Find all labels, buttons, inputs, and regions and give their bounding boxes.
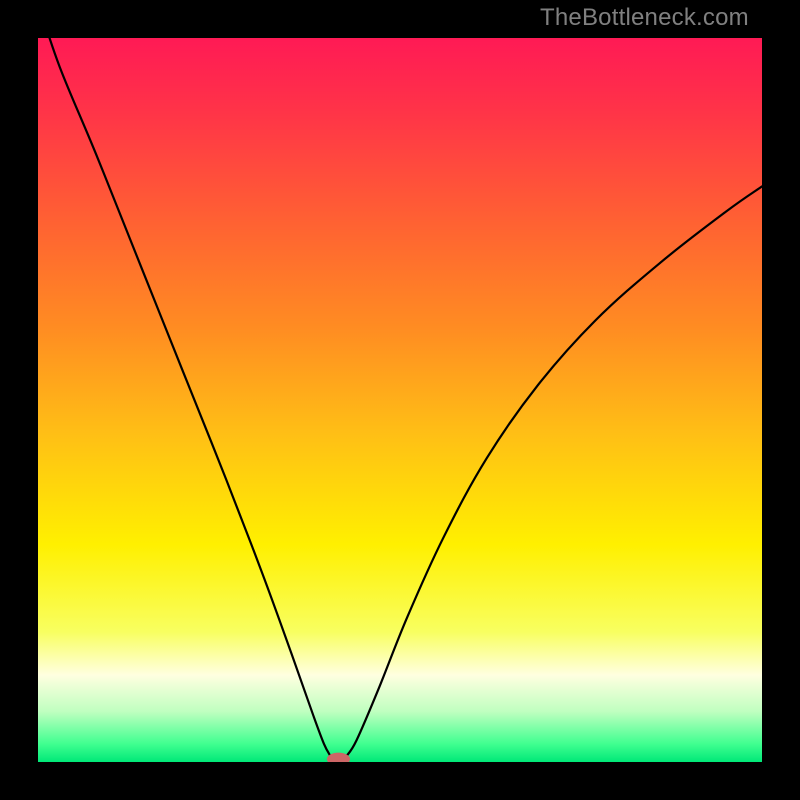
gradient-background bbox=[38, 38, 762, 762]
watermark-text: TheBottleneck.com bbox=[540, 4, 749, 32]
bottleneck-chart bbox=[0, 0, 800, 800]
chart-container: TheBottleneck.com bbox=[0, 0, 800, 800]
